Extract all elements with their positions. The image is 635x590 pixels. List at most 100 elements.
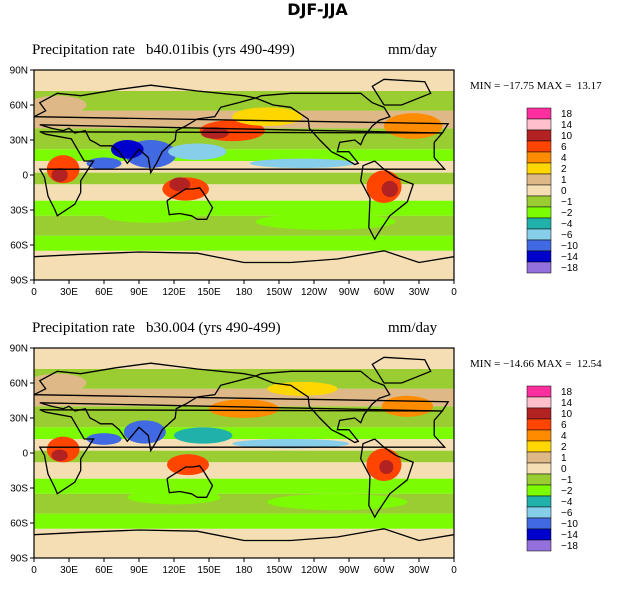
legend-swatch <box>526 451 552 464</box>
legend-swatch <box>526 206 552 219</box>
coastline <box>360 160 415 241</box>
legend-label: −18 <box>561 541 578 552</box>
lat-tick-label: 90S <box>10 554 28 565</box>
coastline <box>166 187 214 220</box>
legend-label: 2 <box>561 442 567 453</box>
lon-tick-label: 0 <box>31 287 37 298</box>
lon-tick-label: 90E <box>130 565 148 576</box>
lon-tick-label: 150E <box>197 565 221 576</box>
legend-label: 4 <box>561 431 567 442</box>
legend-swatch <box>526 528 552 541</box>
legend-swatch <box>526 184 552 197</box>
precip-band <box>34 149 454 161</box>
legend-label: −1 <box>561 475 573 486</box>
lat-tick-label: 60S <box>10 241 28 252</box>
min-max-stats: MIN = −17.75 MAX = 13.17 <box>470 80 602 92</box>
legend-label: 14 <box>561 120 573 131</box>
coastline <box>371 78 432 106</box>
precip-band <box>34 450 454 463</box>
lat-tick-label: 90S <box>10 276 28 287</box>
coastline <box>34 250 454 264</box>
legend-label: −4 <box>561 497 573 508</box>
legend-swatch <box>526 473 552 486</box>
lat-tick-label: 0 <box>22 171 28 182</box>
legend-swatch <box>526 396 552 409</box>
coastline <box>38 409 447 495</box>
precip-band <box>34 478 454 494</box>
legend-label: 18 <box>561 387 573 398</box>
coastline <box>34 84 450 175</box>
legend-label: −4 <box>561 219 573 230</box>
lon-tick-label: 0 <box>451 287 457 298</box>
lon-tick-label: 60E <box>95 565 113 576</box>
precip-band <box>34 250 454 280</box>
lat-tick-label: 60N <box>10 101 28 112</box>
legend-swatch <box>526 440 552 453</box>
map-field <box>34 348 454 558</box>
legend-label: −6 <box>561 508 573 519</box>
legend-swatch <box>526 418 552 431</box>
precip-anomaly <box>104 208 198 223</box>
min-max-stats: MIN = −14.66 MAX = 12.54 <box>470 358 602 370</box>
precip-band <box>34 235 454 251</box>
precip-anomaly <box>232 107 303 126</box>
legend-label: 6 <box>561 142 567 153</box>
legend-swatch <box>526 239 552 252</box>
precip-anomaly <box>86 433 122 445</box>
lat-tick-label: 60N <box>10 379 28 390</box>
lon-tick-label: 30E <box>60 287 78 298</box>
precip-anomaly <box>34 95 87 115</box>
precip-anomaly <box>267 381 338 396</box>
precip-anomaly <box>200 127 229 139</box>
lon-tick-label: 30E <box>60 565 78 576</box>
lon-tick-label: 90W <box>339 287 360 298</box>
legend-swatch <box>526 151 552 164</box>
panel-subtitle: b30.004 (yrs 490-499) <box>146 320 281 336</box>
lat-tick-label: 90N <box>10 344 28 355</box>
lat-tick-label: 30N <box>10 136 28 147</box>
legend-swatch <box>526 140 552 153</box>
legend-swatch <box>526 217 552 230</box>
legend-swatch <box>526 118 552 131</box>
lon-tick-label: 30W <box>409 287 430 298</box>
lat-tick-label: 30S <box>10 206 28 217</box>
legend-label: 0 <box>561 186 567 197</box>
legend-swatch <box>526 195 552 208</box>
precip-band <box>34 161 454 173</box>
lon-tick-label: 90E <box>130 287 148 298</box>
legend-label: 0 <box>561 464 567 475</box>
legend-label: 1 <box>561 175 567 186</box>
legend-swatch <box>526 250 552 263</box>
legend-swatch <box>526 107 552 120</box>
precip-anomaly <box>381 395 434 417</box>
lat-tick-label: 30N <box>10 414 28 425</box>
precip-anomaly <box>255 213 396 230</box>
panel-title: Precipitation rate <box>32 42 135 58</box>
legend-swatch <box>526 162 552 175</box>
precip-anomaly <box>86 157 122 170</box>
precip-anomaly <box>51 449 68 462</box>
lat-tick-label: 90N <box>10 66 28 77</box>
precip-anomaly <box>127 490 221 505</box>
legend-swatch <box>526 261 552 274</box>
coastline <box>166 465 214 498</box>
lon-tick-label: 90W <box>339 565 360 576</box>
precip-band <box>34 184 454 201</box>
legend-label: 1 <box>561 453 567 464</box>
panel-units: mm/day <box>388 42 438 58</box>
precip-band <box>34 70 454 91</box>
legend-label: −10 <box>561 519 578 530</box>
legend-label: −18 <box>561 263 578 274</box>
lon-tick-label: 150E <box>197 287 221 298</box>
precip-anomaly <box>267 493 408 511</box>
panel-units: mm/day <box>388 320 438 336</box>
legend-label: 6 <box>561 420 567 431</box>
legend-swatch <box>526 228 552 241</box>
lon-tick-label: 150W <box>266 565 293 576</box>
coastline <box>255 92 391 166</box>
lon-tick-label: 120W <box>301 287 328 298</box>
lon-tick-label: 120W <box>301 565 328 576</box>
precip-band <box>34 200 454 216</box>
lon-tick-label: 180 <box>236 565 253 576</box>
